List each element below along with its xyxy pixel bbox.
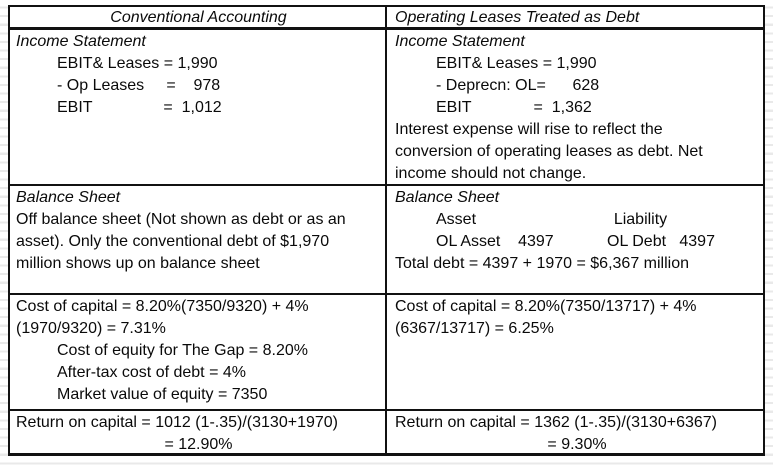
return-on-capital-formula-line: Return on capital = 1362 (1-.35)/(3130+6… [395, 414, 717, 431]
off-balance-sheet-line: asset). Only the conventional debt of $1… [16, 233, 330, 250]
header-conventional-accounting: Conventional Accounting [10, 7, 387, 30]
conventional-balance-sheet-cell: Balance Sheet Off balance sheet (Not sho… [10, 186, 387, 295]
lease-debt-balance-sheet-cell: Balance Sheet Asset Liability OL Asset 4… [387, 186, 763, 295]
ebit-line: EBIT = 1,362 [436, 99, 592, 116]
return-on-capital-formula-line: Return on capital = 1012 (1-.35)/(3130+1… [16, 414, 338, 431]
cost-of-capital-formula-line: (6367/13717) = 6.25% [395, 320, 554, 337]
op-leases-line: - Op Leases = 978 [57, 77, 221, 94]
ol-asset-ol-debt-line: OL Asset 4397 OL Debt 4397 [436, 233, 715, 250]
balance-sheet-title: Balance Sheet [16, 189, 121, 206]
lease-debt-return-on-capital-cell: Return on capital = 1362 (1-.35)/(3130+6… [387, 411, 763, 453]
cost-of-capital-formula-line: (1970/9320) = 7.31% [16, 320, 166, 337]
after-tax-cost-of-debt-line: After-tax cost of debt = 4% [57, 364, 246, 381]
depreciation-ol-line: - Deprecn: OL= 628 [436, 77, 600, 94]
cost-of-equity-line: Cost of equity for The Gap = 8.20% [57, 342, 308, 359]
interest-expense-note-line: income should not change. [395, 165, 587, 182]
interest-expense-note-line: conversion of operating leases as debt. … [395, 143, 703, 160]
return-on-capital-result: = 9.30% [547, 436, 607, 453]
asset-liability-header-line: Asset Liability [436, 211, 668, 228]
income-statement-title: Income Statement [16, 33, 146, 50]
return-on-capital-result: = 12.90% [164, 436, 233, 453]
ebit-line: EBIT = 1,012 [57, 99, 222, 116]
conventional-cost-of-capital-cell: Cost of capital = 8.20%(7350/9320) + 4% … [10, 295, 387, 411]
conventional-income-statement-cell: Income Statement EBIT& Leases = 1,990 - … [10, 30, 387, 186]
ebit-and-leases-line: EBIT& Leases = 1,990 [436, 55, 597, 72]
income-statement-title: Income Statement [395, 33, 525, 50]
cost-of-capital-formula-line: Cost of capital = 8.20%(7350/9320) + 4% [16, 298, 309, 315]
balance-sheet-title: Balance Sheet [395, 189, 500, 206]
lease-comparison-table: Conventional Accounting Operating Leases… [8, 5, 765, 456]
lease-debt-cost-of-capital-cell: Cost of capital = 8.20%(7350/13717) + 4%… [387, 295, 763, 411]
cost-of-capital-formula-line: Cost of capital = 8.20%(7350/13717) + 4% [395, 298, 697, 315]
off-balance-sheet-line: million shows up on balance sheet [16, 255, 260, 272]
off-balance-sheet-line: Off balance sheet (Not shown as debt or … [16, 211, 346, 228]
total-debt-line: Total debt = 4397 + 1970 = $6,367 millio… [395, 255, 689, 272]
lease-debt-income-statement-cell: Income Statement EBIT& Leases = 1,990 - … [387, 30, 763, 186]
ebit-and-leases-line: EBIT& Leases = 1,990 [57, 55, 218, 72]
header-operating-leases-as-debt: Operating Leases Treated as Debt [387, 7, 763, 30]
conventional-return-on-capital-cell: Return on capital = 1012 (1-.35)/(3130+1… [10, 411, 387, 453]
interest-expense-note-line: Interest expense will rise to reflect th… [395, 121, 663, 138]
market-value-of-equity-line: Market value of equity = 7350 [57, 386, 268, 403]
